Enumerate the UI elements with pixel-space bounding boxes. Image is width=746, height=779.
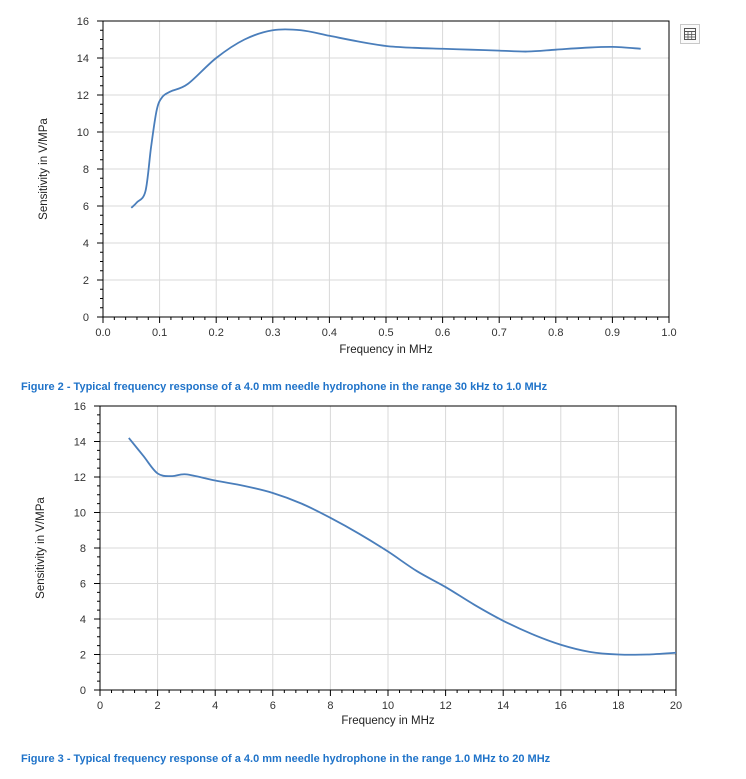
y-tick-label: 8 bbox=[80, 543, 86, 555]
export-button[interactable] bbox=[680, 24, 700, 44]
x-tick-label: 10 bbox=[382, 700, 394, 712]
x-tick-label: 6 bbox=[270, 700, 276, 712]
chart-2: 0 2 4 6 8 10 12 14 16 18 20 0 2 4 6 8 10 12 14 16 Frequency … bbox=[35, 401, 682, 727]
x-tick-label: 0.9 bbox=[605, 327, 620, 339]
y-tick-label: 0 bbox=[83, 312, 89, 324]
x-tick-label: 4 bbox=[212, 700, 218, 712]
x-tick-label: 16 bbox=[555, 700, 567, 712]
x-axis-title: Frequency in MHz bbox=[339, 344, 433, 356]
figure-2-caption: Figure 2 - Typical frequency response of… bbox=[21, 381, 548, 393]
y-tick-label: 12 bbox=[77, 90, 89, 102]
x-tick-label: 0.2 bbox=[209, 327, 224, 339]
x-tick-label: 0.0 bbox=[95, 327, 110, 339]
x-tick-label: 0.1 bbox=[152, 327, 167, 339]
x-tick-label: 12 bbox=[439, 700, 451, 712]
y-axis-title: Sensitivity in V/MPa bbox=[38, 118, 50, 220]
x-tick-label: 18 bbox=[612, 700, 624, 712]
x-tick-label: 0.6 bbox=[435, 327, 450, 339]
spreadsheet-icon bbox=[684, 28, 696, 40]
y-tick-label: 14 bbox=[77, 53, 89, 65]
y-tick-label: 6 bbox=[80, 579, 86, 591]
y-tick-label: 16 bbox=[74, 401, 86, 413]
y-tick-label: 14 bbox=[74, 437, 86, 449]
chart-1: 0.0 0.1 0.2 0.3 0.4 0.5 0.6 0.7 0.8 0.9 1.0 0 2 4 6 8 10… bbox=[38, 16, 677, 356]
x-tick-label: 0.7 bbox=[492, 327, 507, 339]
y-tick-label: 4 bbox=[80, 614, 86, 626]
x-tick-label: 8 bbox=[327, 700, 333, 712]
x-tick-label: 2 bbox=[155, 700, 161, 712]
y-axis-title: Sensitivity in V/MPa bbox=[35, 497, 47, 599]
y-tick-label: 16 bbox=[77, 16, 89, 28]
y-tick-label: 0 bbox=[80, 685, 86, 697]
x-tick-label: 0.5 bbox=[378, 327, 393, 339]
x-tick-label: 20 bbox=[670, 700, 682, 712]
y-tick-label: 4 bbox=[83, 238, 89, 250]
figure-3-caption: Figure 3 - Typical frequency response of… bbox=[21, 753, 551, 765]
sensitivity-line bbox=[128, 437, 677, 656]
x-tick-label: 0.3 bbox=[265, 327, 280, 339]
x-tick-label: 0.4 bbox=[322, 327, 337, 339]
x-tick-label: 0.8 bbox=[548, 327, 563, 339]
y-tick-label: 10 bbox=[74, 508, 86, 520]
y-tick-label: 8 bbox=[83, 164, 89, 176]
y-tick-label: 10 bbox=[77, 127, 89, 139]
x-axis-title: Frequency in MHz bbox=[341, 715, 435, 727]
y-tick-label: 12 bbox=[74, 472, 86, 484]
y-tick-label: 6 bbox=[83, 201, 89, 213]
sensitivity-line bbox=[130, 28, 641, 209]
y-tick-label: 2 bbox=[83, 275, 89, 287]
x-tick-label: 1.0 bbox=[661, 327, 676, 339]
x-tick-label: 14 bbox=[497, 700, 509, 712]
y-tick-label: 2 bbox=[80, 650, 86, 662]
x-tick-label: 0 bbox=[97, 700, 103, 712]
